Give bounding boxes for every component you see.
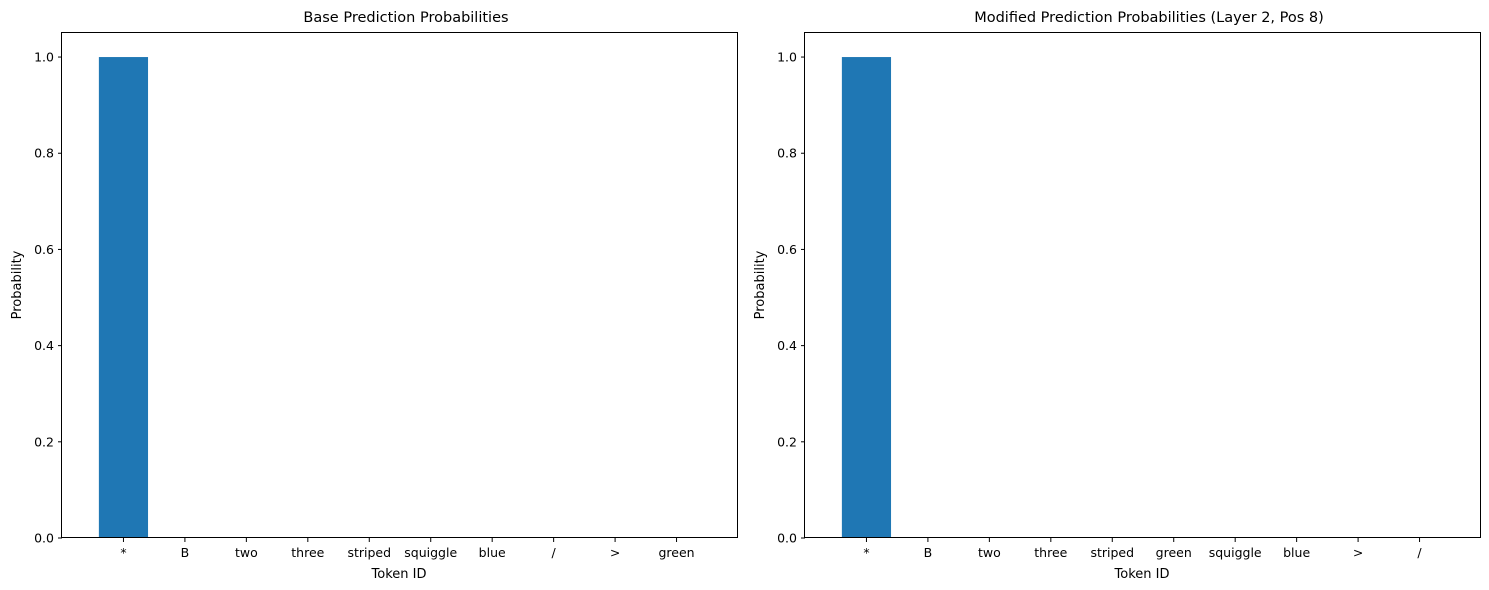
y-axis-ticks: 0.0 0.2 0.4 0.6 0.8 1.0 — [34, 50, 62, 546]
x-tick-label: / — [552, 545, 557, 560]
x-tick-label: blue — [479, 545, 506, 560]
x-tick-label: / — [1417, 545, 1422, 560]
bar-0 — [98, 57, 149, 539]
bar-0 — [841, 57, 892, 539]
bars — [98, 57, 149, 539]
y-tick-label: 0.8 — [34, 146, 54, 161]
x-tick-label: squiggle — [1209, 545, 1262, 560]
y-axis-ticks: 0.0 0.2 0.4 0.6 0.8 1.0 — [777, 50, 805, 546]
y-tick-label: 1.0 — [34, 50, 54, 65]
x-axis-label: Token ID — [371, 567, 427, 582]
y-tick-label: 0.8 — [777, 146, 797, 161]
x-tick-label: striped — [1090, 545, 1134, 560]
y-tick-label: 0.0 — [34, 531, 54, 546]
x-tick-label: two — [978, 545, 1001, 560]
plot-frame — [61, 32, 738, 538]
x-tick-label: two — [235, 545, 258, 560]
y-axis-label: Probability — [10, 250, 25, 319]
x-tick-label: squiggle — [404, 545, 457, 560]
x-tick-label: three — [291, 545, 324, 560]
y-tick-label: 0.2 — [34, 434, 54, 449]
x-tick-label: blue — [1283, 545, 1310, 560]
x-tick-label: > — [610, 545, 620, 560]
chart-panel-base: Base Prediction Probabilities 0.00.20.40… — [10, 10, 738, 582]
x-tick-label: green — [1156, 545, 1192, 560]
x-tick-label: B — [924, 545, 933, 560]
x-axis-label: Token ID — [1114, 567, 1170, 582]
y-tick-label: 0.4 — [777, 338, 797, 353]
x-tick-label: B — [181, 545, 190, 560]
y-tick-label: 0.6 — [34, 242, 54, 257]
x-tick-label: > — [1353, 545, 1363, 560]
x-tick-label: * — [120, 545, 126, 560]
y-axis-label: Probability — [753, 250, 768, 319]
x-tick-label: * — [863, 545, 869, 560]
x-tick-label: green — [658, 545, 694, 560]
x-tick-label: three — [1034, 545, 1067, 560]
bars — [841, 57, 892, 539]
plot-frame — [804, 32, 1481, 538]
chart-panel-modified: Modified Prediction Probabilities (Layer… — [753, 10, 1481, 582]
y-tick-label: 0.4 — [34, 338, 54, 353]
x-tick-label: striped — [347, 545, 391, 560]
chart-title: Base Prediction Probabilities — [303, 10, 508, 26]
y-tick-label: 0.0 — [777, 531, 797, 546]
chart-title: Modified Prediction Probabilities (Layer… — [974, 10, 1324, 26]
y-tick-label: 0.6 — [777, 242, 797, 257]
y-tick-label: 0.2 — [777, 434, 797, 449]
y-tick-label: 1.0 — [777, 50, 797, 65]
